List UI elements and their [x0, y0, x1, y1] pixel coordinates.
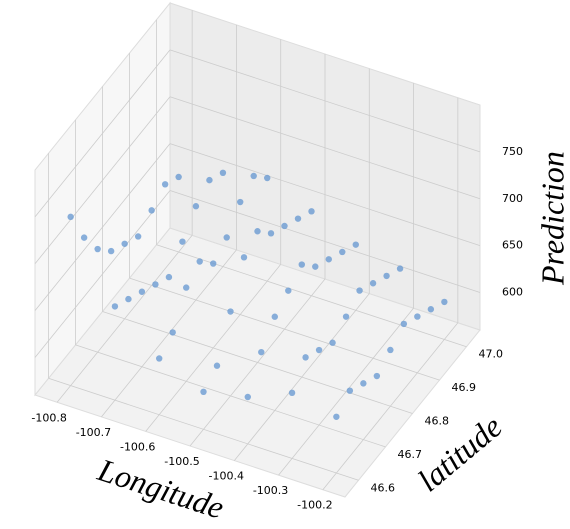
point — [179, 238, 186, 245]
grid-line — [169, 190, 481, 293]
point — [196, 258, 203, 265]
point — [427, 306, 435, 313]
point — [281, 222, 288, 230]
point — [148, 207, 155, 214]
x-tick-label: -100.5 — [164, 455, 199, 468]
y-tick-label: 46.9 — [452, 381, 477, 394]
point — [396, 265, 404, 272]
point — [107, 247, 115, 255]
point — [156, 355, 163, 362]
point — [169, 329, 176, 336]
z-tick-label: 650 — [502, 239, 523, 252]
point — [352, 241, 359, 248]
point — [342, 313, 350, 320]
x-tick-label: -100.3 — [253, 484, 288, 497]
grid-line — [102, 311, 413, 414]
grid-line — [169, 143, 481, 247]
point — [165, 273, 173, 281]
point — [369, 280, 377, 287]
grid-line — [34, 190, 171, 358]
point — [134, 233, 142, 240]
point — [360, 380, 367, 387]
point — [237, 198, 244, 206]
x-tick-label: -100.2 — [297, 499, 332, 512]
y-tick-label: 47.0 — [479, 348, 504, 361]
point — [223, 234, 230, 241]
point — [325, 256, 332, 263]
point — [94, 245, 101, 253]
x-tick-label: -100.8 — [31, 411, 66, 424]
point — [258, 348, 265, 356]
point — [285, 287, 292, 294]
point — [210, 260, 217, 267]
point — [227, 308, 234, 315]
point — [315, 346, 323, 354]
point — [219, 169, 227, 177]
grid-line — [34, 143, 171, 311]
point — [183, 284, 190, 291]
grid-line — [34, 49, 171, 218]
y-tick-label: 46.6 — [371, 481, 396, 494]
point — [346, 387, 354, 394]
point — [254, 228, 261, 235]
z-tick-label: 700 — [502, 192, 523, 205]
grid-line — [75, 344, 386, 448]
y-tick-label: 46.7 — [398, 448, 423, 461]
point — [111, 303, 119, 310]
x-tick-label: -100.7 — [76, 426, 111, 439]
grid-line — [129, 277, 440, 381]
point — [333, 413, 340, 420]
x-tick-label: -100.6 — [120, 440, 155, 453]
z-tick-label: 600 — [502, 286, 523, 299]
point — [414, 313, 421, 320]
point — [329, 339, 336, 346]
point — [312, 263, 319, 270]
point — [161, 181, 169, 188]
x-tick-label: -100.4 — [209, 470, 244, 483]
point — [264, 174, 271, 182]
point — [356, 287, 363, 294]
point — [80, 234, 88, 241]
grid-line — [169, 96, 481, 200]
y-tick-label: 46.8 — [425, 415, 450, 428]
point — [67, 213, 74, 221]
x-axis-label: Longitude — [93, 451, 229, 526]
point — [294, 215, 302, 222]
point — [441, 298, 448, 306]
point — [138, 288, 146, 295]
grid-line — [156, 244, 467, 348]
grid-line — [48, 377, 359, 481]
point — [213, 362, 221, 369]
point — [250, 172, 257, 180]
point — [387, 346, 394, 354]
point — [288, 389, 296, 397]
point — [121, 240, 128, 247]
point — [373, 372, 381, 380]
point — [339, 248, 346, 256]
z-tick-label: 750 — [502, 145, 523, 158]
point — [271, 313, 278, 320]
point — [298, 261, 305, 268]
point — [383, 272, 390, 280]
point — [240, 254, 248, 261]
point — [125, 295, 132, 303]
point — [206, 176, 213, 184]
point — [302, 354, 309, 361]
point — [175, 173, 182, 181]
point — [400, 320, 408, 328]
z-axis-label: Prediction — [534, 151, 570, 286]
grid-line — [169, 49, 481, 153]
point — [244, 393, 251, 401]
point — [152, 281, 159, 288]
point — [192, 203, 200, 210]
grid-line — [34, 96, 171, 265]
point — [200, 388, 207, 395]
point — [267, 230, 275, 237]
point — [308, 208, 315, 215]
